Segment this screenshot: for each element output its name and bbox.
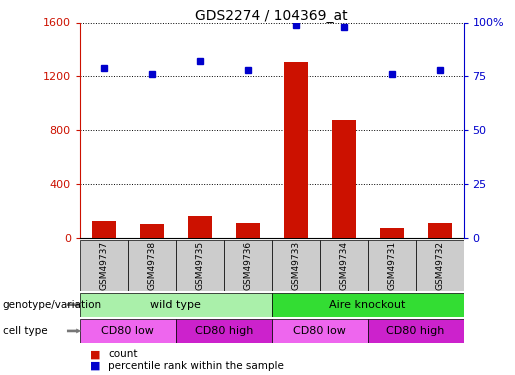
Bar <box>80 319 176 343</box>
Bar <box>272 292 464 317</box>
Text: GSM49731: GSM49731 <box>387 241 396 290</box>
Bar <box>80 292 272 317</box>
Text: CD80 high: CD80 high <box>195 326 253 336</box>
Bar <box>416 240 464 291</box>
Text: wild type: wild type <box>150 300 201 310</box>
Text: count: count <box>108 349 138 359</box>
Text: percentile rank within the sample: percentile rank within the sample <box>108 361 284 371</box>
Text: GSM49732: GSM49732 <box>435 241 444 290</box>
Bar <box>320 240 368 291</box>
Bar <box>128 240 176 291</box>
Text: GSM49734: GSM49734 <box>339 241 348 290</box>
Text: genotype/variation: genotype/variation <box>3 300 101 310</box>
Bar <box>427 223 452 238</box>
Text: cell type: cell type <box>3 326 47 336</box>
Bar <box>188 216 212 238</box>
Text: GDS2274 / 104369_at: GDS2274 / 104369_at <box>195 9 348 23</box>
Text: ■: ■ <box>90 349 100 359</box>
Bar <box>176 319 272 343</box>
Text: GSM49737: GSM49737 <box>99 241 108 290</box>
Bar <box>80 240 128 291</box>
Text: GSM49733: GSM49733 <box>291 241 300 290</box>
Text: CD80 low: CD80 low <box>101 326 154 336</box>
Bar <box>236 223 260 238</box>
Bar <box>224 240 272 291</box>
Bar <box>284 62 307 238</box>
Bar <box>368 319 464 343</box>
Text: ■: ■ <box>90 361 100 371</box>
Text: GSM49735: GSM49735 <box>195 241 204 290</box>
Text: CD80 low: CD80 low <box>293 326 346 336</box>
Bar <box>140 224 164 238</box>
Bar <box>332 120 355 238</box>
Text: GSM49738: GSM49738 <box>147 241 156 290</box>
Bar <box>92 220 116 238</box>
Text: CD80 high: CD80 high <box>386 326 445 336</box>
Bar <box>380 228 404 238</box>
Text: Aire knockout: Aire knockout <box>330 300 406 310</box>
Bar <box>176 240 224 291</box>
Text: GSM49736: GSM49736 <box>243 241 252 290</box>
Bar <box>272 319 368 343</box>
Bar <box>368 240 416 291</box>
Bar <box>272 240 320 291</box>
